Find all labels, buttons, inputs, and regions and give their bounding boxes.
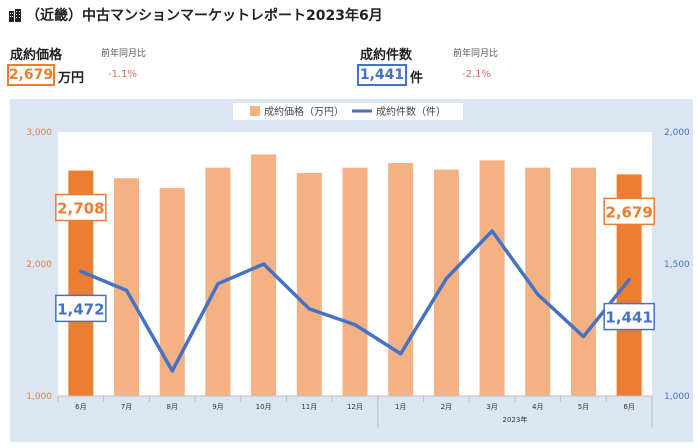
bar (433, 169, 459, 396)
line-point (216, 282, 220, 286)
count-label: 成約件数 (360, 48, 413, 63)
line-point (444, 277, 448, 281)
count-yoy: -2.1% (462, 69, 492, 80)
price-unit: 万円 (58, 71, 85, 86)
x-tick-label: 10月 (256, 403, 272, 411)
callout-value: 2,708 (57, 200, 104, 218)
right-axis-tick-label: 1,500 (664, 260, 690, 270)
callout-value: 2,679 (605, 203, 652, 221)
combo-chart: 成約価格（万円） 成約件数（件） 1,000 2,000 3,000 1,000 1,500… (10, 99, 693, 442)
legend-line-label: 成約件数（件） (376, 105, 446, 118)
x-tick-label: 4月 (532, 403, 543, 411)
price-yoy-label: 前年同月比 (101, 49, 147, 59)
count-value: 1,441 (357, 64, 407, 86)
line-point (79, 269, 83, 273)
bar (388, 163, 414, 396)
callout-box (55, 193, 107, 222)
line-point (627, 278, 631, 282)
callout-box (603, 197, 655, 226)
x-tick-label: 5月 (578, 403, 589, 411)
price-value: 2,679 (7, 64, 55, 86)
year-label: 2023年 (503, 415, 528, 424)
x-tick-label: 9月 (212, 403, 223, 411)
line-point (490, 229, 494, 233)
line-point (581, 335, 585, 339)
line-point (536, 292, 540, 296)
line-point (262, 262, 266, 266)
page-title: （近畿）中古マンションマーケットレポート2023年6月 (26, 8, 383, 24)
left-axis-tick-label: 3,000 (26, 128, 52, 138)
line-point (353, 323, 357, 327)
callout-value: 1,441 (605, 309, 652, 327)
x-tick-label: 3月 (486, 403, 497, 411)
legend-box (233, 103, 463, 120)
legend-bar-swatch (250, 106, 260, 116)
callout-box (603, 302, 655, 331)
right-axis-tick-label: 1,000 (664, 392, 690, 402)
line-point (399, 352, 403, 356)
price-label: 成約価格 (10, 48, 63, 63)
left-axis-tick-label: 2,000 (26, 260, 52, 270)
right-axis-tick-label: 2,000 (664, 128, 690, 138)
bar (159, 188, 185, 396)
x-tick-label: 2月 (441, 403, 452, 411)
callout-box (55, 294, 107, 323)
bar (296, 172, 322, 396)
x-tick-label: 1月 (395, 403, 406, 411)
legend-bar-label: 成約価格（万円） (264, 105, 344, 118)
bar (479, 160, 505, 396)
header: （近畿）中古マンションマーケットレポート2023年6月 (8, 4, 383, 26)
x-tick-label: 12月 (347, 403, 363, 411)
callout-value: 1,472 (57, 300, 104, 318)
legend: 成約価格（万円） 成約件数（件） (233, 103, 463, 120)
x-tick-label: 8月 (166, 403, 177, 411)
x-tick-label: 6月 (75, 403, 86, 411)
bar (570, 167, 596, 396)
line-point (125, 288, 129, 292)
x-tick-label: 7月 (121, 403, 132, 411)
building-icon (9, 9, 21, 22)
line-point (307, 307, 311, 311)
bar (342, 167, 368, 396)
count-unit: 件 (410, 71, 424, 86)
x-tick-label: 6月 (623, 403, 634, 411)
bar (251, 154, 277, 396)
price-yoy: -1.1% (108, 69, 138, 80)
x-tick-label: 11月 (301, 403, 317, 411)
count-yoy-label: 前年同月比 (453, 49, 499, 59)
left-axis-tick-label: 1,000 (26, 392, 52, 402)
line-point (170, 369, 174, 373)
